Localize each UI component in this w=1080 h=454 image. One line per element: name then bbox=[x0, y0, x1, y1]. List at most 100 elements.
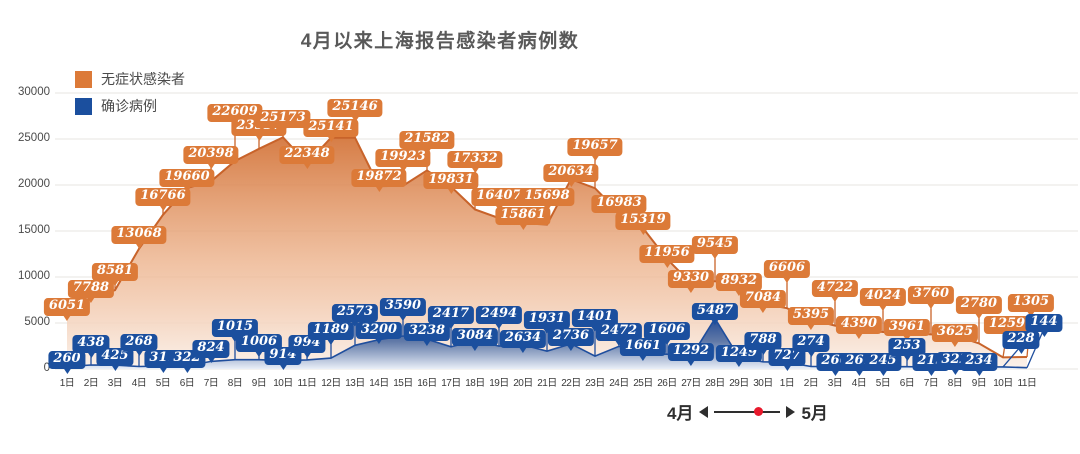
value-label-asymptomatic: 4390 bbox=[835, 315, 883, 339]
right-arrow-icon bbox=[786, 405, 796, 418]
value-label-asymptomatic: 19923 bbox=[375, 148, 431, 172]
value-label-asymptomatic: 20398 bbox=[183, 146, 239, 170]
value-label-asymptomatic: 9545 bbox=[691, 236, 739, 260]
x-axis-label: 29日 bbox=[729, 378, 749, 389]
value-label-asymptomatic: 19657 bbox=[567, 138, 623, 162]
x-axis-label: 21日 bbox=[537, 378, 557, 389]
y-axis-label: 15000 bbox=[18, 224, 50, 236]
legend-swatch-confirmed-icon bbox=[75, 97, 92, 115]
value-label-confirmed: 3084 bbox=[451, 327, 499, 351]
x-axis-label: 5日 bbox=[155, 378, 171, 389]
x-axis-label: 2日 bbox=[803, 378, 819, 389]
value-label-asymptomatic: 19660 bbox=[159, 169, 215, 193]
value-label-confirmed: 2494 bbox=[475, 306, 523, 329]
value-label-confirmed: 253 bbox=[888, 337, 926, 361]
y-axis-label: 0 bbox=[43, 362, 50, 374]
value-label-asymptomatic: 7084 bbox=[739, 289, 787, 313]
x-axis-label: 10日 bbox=[993, 378, 1013, 389]
value-label-confirmed: 788 bbox=[744, 331, 782, 355]
value-label-asymptomatic: 25141 bbox=[303, 118, 359, 142]
x-axis-label: 20日 bbox=[513, 378, 533, 389]
value-label-confirmed: 1931 bbox=[523, 311, 571, 335]
value-label-confirmed: 425 bbox=[96, 348, 134, 371]
value-label-confirmed: 2736 bbox=[547, 327, 595, 351]
value-label-asymptomatic: 9330 bbox=[667, 270, 715, 294]
value-label-asymptomatic: 3625 bbox=[931, 323, 979, 347]
may-label: 5月 bbox=[801, 404, 828, 423]
value-label-asymptomatic: 22348 bbox=[279, 146, 335, 170]
value-label-confirmed: 2472 bbox=[595, 323, 643, 347]
value-label-asymptomatic: 13068 bbox=[111, 225, 167, 249]
value-label-confirmed: 1401 bbox=[571, 309, 619, 332]
legend-swatch-asymptomatic-icon bbox=[75, 70, 92, 88]
value-label-asymptomatic: 4722 bbox=[811, 279, 859, 303]
legend-label-asymptomatic: 无症状感染者 bbox=[101, 71, 185, 87]
value-label-asymptomatic: 8581 bbox=[91, 263, 139, 286]
x-axis-label: 18日 bbox=[465, 378, 485, 389]
x-axis-label: 1日 bbox=[59, 378, 75, 389]
value-label-asymptomatic: 5395 bbox=[787, 307, 835, 331]
x-axis-label: 25日 bbox=[633, 378, 653, 389]
x-axis-label: 12日 bbox=[321, 378, 341, 389]
value-label-confirmed: 3238 bbox=[403, 323, 451, 347]
legend-item-asymptomatic: 无症状感染者 bbox=[75, 69, 185, 89]
x-axis-label: 17日 bbox=[441, 378, 461, 389]
x-axis-label: 1日 bbox=[779, 378, 795, 389]
value-label-confirmed: 274 bbox=[792, 334, 830, 358]
left-arrow-icon bbox=[699, 405, 709, 418]
value-label-asymptomatic: 20634 bbox=[543, 164, 599, 188]
value-label-confirmed: 824 bbox=[192, 340, 230, 364]
value-label-asymptomatic: 19831 bbox=[423, 171, 479, 195]
x-axis-label: 4日 bbox=[131, 378, 147, 389]
value-label-asymptomatic: 7788 bbox=[67, 280, 115, 304]
value-label-confirmed: 260 bbox=[48, 350, 86, 374]
x-axis-label: 7日 bbox=[203, 378, 219, 389]
value-label-confirmed: 1661 bbox=[619, 337, 667, 361]
x-axis-label: 27日 bbox=[681, 378, 701, 389]
value-label-asymptomatic: 25173 bbox=[255, 110, 311, 134]
x-axis-label: 3日 bbox=[107, 378, 123, 389]
x-axis-label: 11日 bbox=[1017, 378, 1037, 389]
april-label: 4月 bbox=[667, 404, 694, 423]
value-label-asymptomatic: 11956 bbox=[639, 245, 695, 268]
x-axis-label: 28日 bbox=[705, 378, 725, 389]
value-label-confirmed: 1006 bbox=[235, 333, 283, 357]
value-label-asymptomatic: 17332 bbox=[447, 150, 503, 174]
legend-label-confirmed: 确诊病例 bbox=[101, 98, 157, 114]
value-label-confirmed: 1292 bbox=[667, 343, 715, 366]
value-label-asymptomatic: 3961 bbox=[883, 318, 931, 342]
x-axis-label: 16日 bbox=[417, 378, 437, 389]
value-label-asymptomatic: 15698 bbox=[519, 187, 575, 211]
x-axis-label: 19日 bbox=[489, 378, 509, 389]
x-axis-label: 13日 bbox=[345, 378, 365, 389]
timeline-dot bbox=[754, 407, 764, 416]
value-label-confirmed: 2634 bbox=[499, 329, 547, 353]
value-label-confirmed: 5487 bbox=[691, 302, 739, 326]
value-label-asymptomatic: 25146 bbox=[327, 98, 383, 122]
x-axis-label: 8日 bbox=[947, 378, 963, 389]
value-label-confirmed: 268 bbox=[120, 333, 158, 357]
value-label-asymptomatic: 15861 bbox=[495, 207, 551, 230]
x-axis-label: 26日 bbox=[657, 378, 677, 389]
x-axis-label: 6日 bbox=[899, 378, 915, 389]
y-axis-label: 20000 bbox=[18, 178, 50, 190]
value-label-confirmed: 2417 bbox=[427, 305, 475, 329]
value-label-asymptomatic: 6051 bbox=[43, 298, 91, 322]
value-label-confirmed: 3200 bbox=[355, 321, 403, 345]
value-label-confirmed: 1606 bbox=[643, 322, 691, 346]
y-axis-label: 25000 bbox=[18, 132, 50, 144]
chart-title: 4月以来上海报告感染者病例数 bbox=[300, 31, 580, 52]
x-axis-label: 30日 bbox=[753, 378, 773, 389]
timeline-line bbox=[714, 407, 781, 416]
value-label-asymptomatic: 4024 bbox=[859, 288, 907, 311]
x-axis-label: 8日 bbox=[227, 378, 243, 389]
x-axis-label: 6日 bbox=[179, 378, 195, 389]
y-axis-label: 30000 bbox=[18, 86, 50, 98]
value-label-asymptomatic: 22609 bbox=[207, 104, 263, 127]
x-axis-label: 23日 bbox=[585, 378, 605, 389]
y-axis-label: 10000 bbox=[18, 270, 50, 282]
value-label-confirmed: 2573 bbox=[331, 304, 379, 328]
x-axis-label: 14日 bbox=[369, 378, 389, 389]
value-label-confirmed: 228 bbox=[1002, 330, 1040, 354]
